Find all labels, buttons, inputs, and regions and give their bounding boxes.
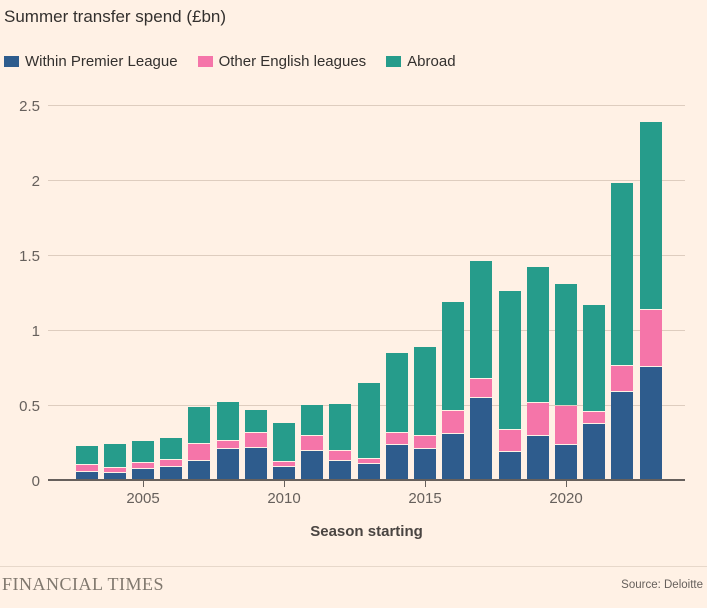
footer-divider [0,566,707,567]
bar-segment-2013-abroad [357,382,380,458]
bar-segment-2010-abroad [273,423,295,461]
bar-segment-2005-abroad [132,441,154,462]
x-tick-label: 2020 [549,490,583,507]
bar-segment-2022-abroad [611,183,634,365]
bar-segment-2008-within-premier-league [216,449,239,479]
bar-segment-2014-within-premier-league [385,444,408,479]
y-gridline [48,105,685,106]
bar-segment-2017-other-english-leagues [470,379,493,397]
bar-segment-2010-other-english-leagues [273,461,295,466]
bar-segment-2012-other-english-leagues [329,451,352,460]
bar-segment-2007-abroad [188,406,211,443]
bar-segment-2015-within-premier-league [414,449,436,479]
legend-label: Within Premier League [25,53,178,70]
bar-segment-2011-other-english-leagues [301,436,324,450]
bar-segment-2011-within-premier-league [301,450,324,479]
bar-segment-2021-other-english-leagues [583,412,606,423]
bar-segment-2015-other-english-leagues [414,436,436,448]
bar-segment-2022-within-premier-league [611,392,634,479]
bar-segment-2008-other-english-leagues [216,440,239,448]
bar-segment-2006-abroad [160,438,183,459]
legend-swatch-icon [4,56,19,67]
y-tick-label: 2 [31,173,40,190]
bar-segment-2011-abroad [301,405,324,435]
y-tick-label: 2.5 [19,98,40,115]
bar-segment-2013-within-premier-league [357,464,380,479]
bar-segment-2016-other-english-leagues [442,410,465,433]
legend: Within Premier League Other English leagu… [4,53,456,70]
bar-segment-2019-abroad [526,267,549,402]
x-tick-mark [143,481,144,487]
legend-item: Within Premier League [4,53,178,70]
bar-segment-2023-other-english-leagues [639,310,662,366]
bar-segment-2021-within-premier-league [583,423,606,479]
legend-item: Abroad [386,53,456,70]
bar-segment-2023-within-premier-league [639,366,662,479]
bar-segment-2019-other-english-leagues [526,403,549,435]
bar-segment-2012-abroad [329,403,352,450]
bar-segment-2020-within-premier-league [555,444,577,479]
bar-segment-2009-within-premier-league [244,447,267,479]
bar-segment-2018-abroad [498,291,521,429]
bar-segment-2018-within-premier-league [498,452,521,479]
y-gridline [48,255,685,256]
x-axis-title: Season starting [310,523,423,540]
bar-segment-2010-within-premier-league [273,467,295,479]
y-gridline [48,180,685,181]
x-tick-label: 2005 [126,490,160,507]
source-credit: Source: Deloitte [621,579,703,591]
x-axis-line [48,479,685,481]
x-tick-mark [566,481,567,487]
chart-title: Summer transfer spend (£bn) [4,7,227,26]
bar-segment-2006-within-premier-league [160,467,183,479]
bar-segment-2003-abroad [75,445,98,464]
y-tick-label: 0 [31,473,40,490]
bar-segment-2014-other-english-leagues [385,433,408,444]
bar-segment-2015-abroad [414,346,436,435]
y-gridline [48,330,685,331]
bar-segment-2006-other-english-leagues [160,460,183,466]
bar-segment-2003-within-premier-league [75,471,98,479]
bar-segment-2023-abroad [639,121,662,309]
x-tick-mark [284,481,285,487]
bar-segment-2004-abroad [103,444,126,467]
legend-label: Abroad [407,53,456,70]
bar-segment-2005-within-premier-league [132,468,154,479]
bar-segment-2017-within-premier-league [470,398,493,479]
bar-segment-2003-other-english-leagues [75,464,98,471]
bar-segment-2012-within-premier-league [329,461,352,479]
x-tick-label: 2010 [267,490,301,507]
bar-segment-2014-abroad [385,352,408,432]
bar-segment-2004-other-english-leagues [103,467,126,472]
bar-segment-2020-other-english-leagues [555,406,577,444]
y-tick-label: 1.5 [19,248,40,265]
bar-segment-2018-other-english-leagues [498,430,521,451]
bar-segment-2017-abroad [470,261,493,378]
ft-brand-wordmark: FINANCIAL TIMES [2,574,165,594]
bar-segment-2021-abroad [583,304,606,411]
bar-segment-2005-other-english-leagues [132,463,154,468]
y-tick-label: 1 [31,323,40,340]
bar-segment-2009-other-english-leagues [244,433,267,447]
legend-swatch-icon [197,56,213,67]
bar-segment-2016-within-premier-league [442,434,465,479]
legend-label: Other English leagues [218,53,367,70]
bar-segment-2016-abroad [442,301,465,410]
bar-segment-2008-abroad [216,402,239,440]
bar-segment-2020-abroad [555,283,577,405]
x-tick-mark [425,481,426,487]
y-tick-label: 0.5 [19,398,40,415]
legend-swatch-icon [386,56,402,67]
bar-segment-2007-other-english-leagues [188,443,211,460]
x-tick-label: 2015 [408,490,442,507]
bar-segment-2019-within-premier-league [526,435,549,479]
bar-segment-2013-other-english-leagues [357,458,380,463]
bar-segment-2009-abroad [244,409,267,432]
bar-segment-2007-within-premier-league [188,461,211,479]
bar-segment-2004-within-premier-league [103,473,126,479]
bar-segment-2022-other-english-leagues [611,365,634,391]
legend-item: Other English leagues [197,53,367,70]
